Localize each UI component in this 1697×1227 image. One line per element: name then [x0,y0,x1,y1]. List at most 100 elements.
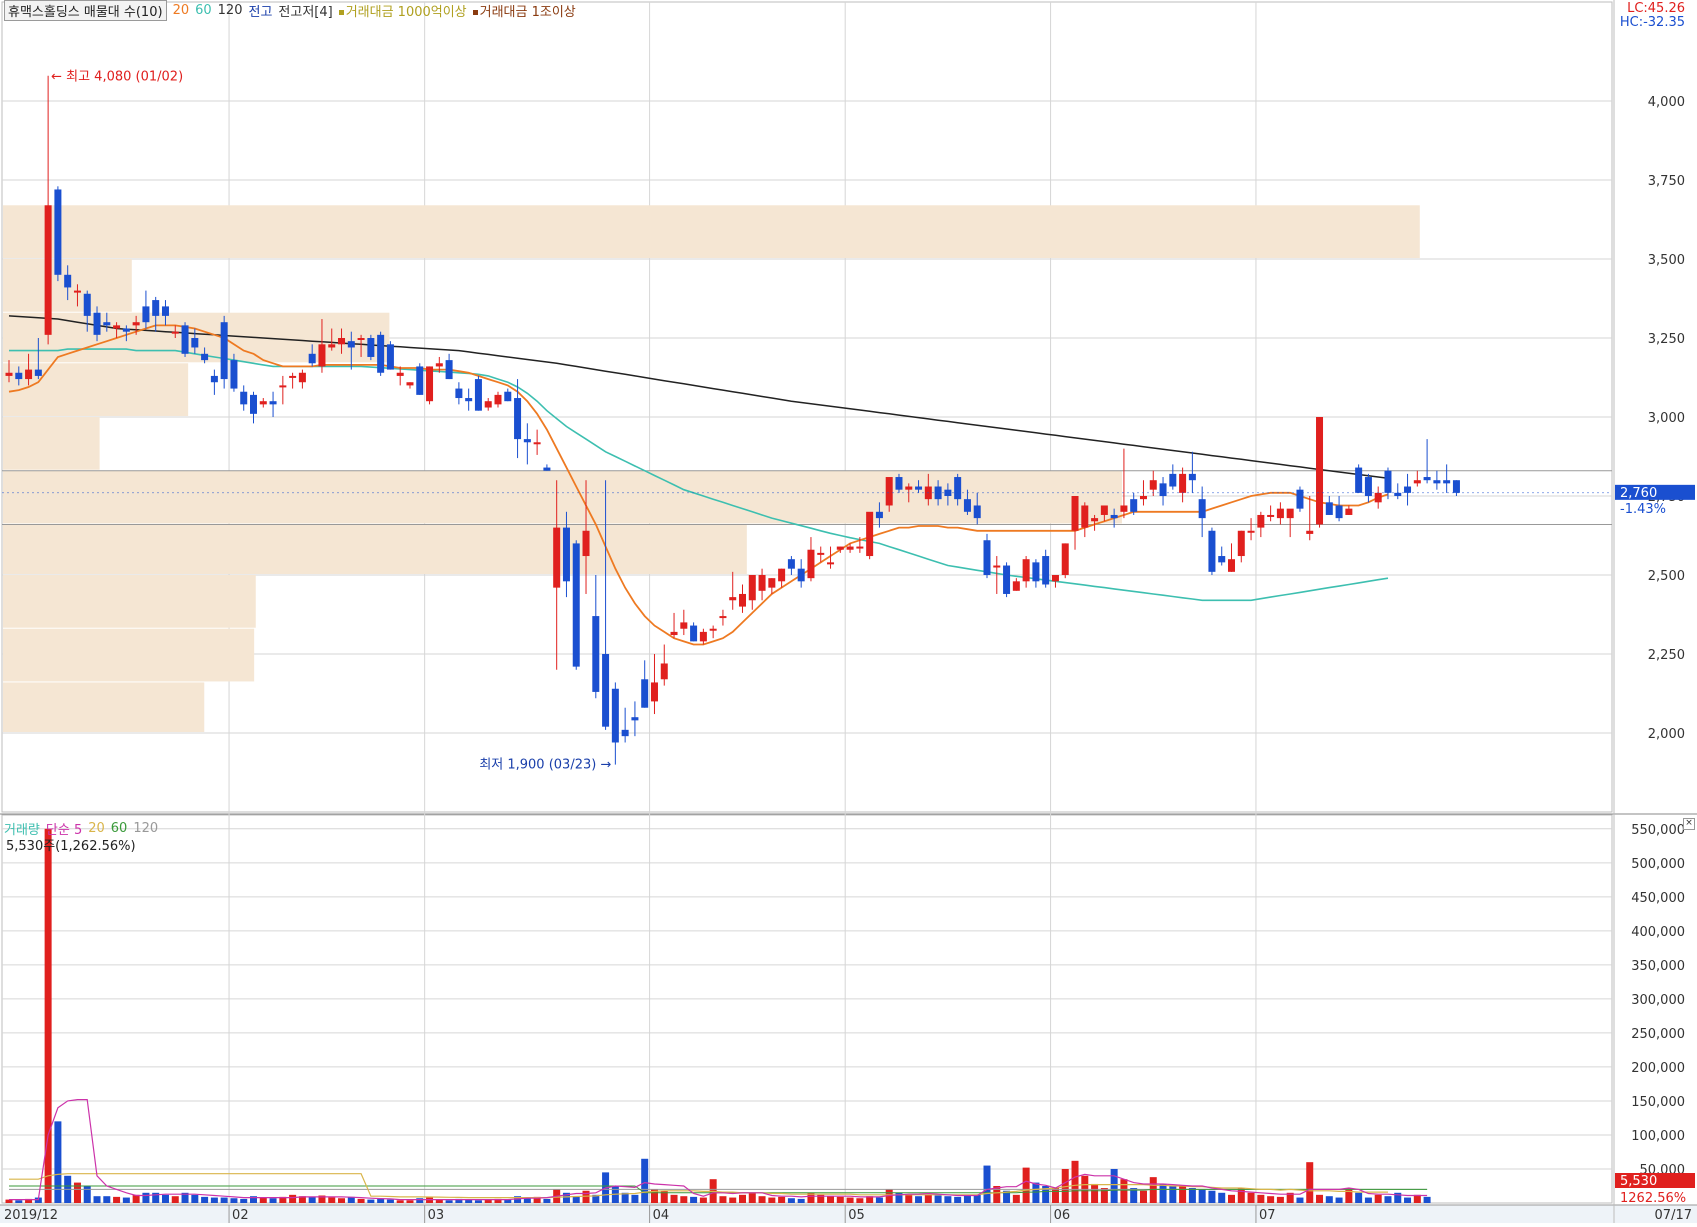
candle-body [161,306,169,316]
candle-body [25,369,33,380]
candle-body [201,353,209,361]
candle-body [435,363,443,367]
chart-title[interactable]: 휴맥스홀딩스 매물대 수(10) [4,0,167,21]
volume-legend: 거래량 단순 5 20 60 120 [4,818,164,838]
legend-vma60: 60 [110,820,128,836]
candle-body [1335,505,1343,519]
volume-bar [1042,1185,1050,1203]
candle-body [993,565,1001,568]
candle-body [259,401,267,405]
volume-bar [191,1194,199,1203]
volume-tick-label: 100,000 [1631,1129,1685,1144]
volume-bar [729,1197,737,1203]
volume-bar [797,1198,805,1203]
volume-bar [1218,1192,1226,1203]
candle-body [973,505,981,519]
volume-bar [83,1185,91,1203]
candle-body [1120,505,1128,512]
volume-bar [680,1196,688,1203]
legend-high-low: 전고저[4] [278,4,333,20]
x-axis-label: 06 [1054,1208,1071,1223]
volume-bar [1355,1192,1363,1203]
volume-bar [201,1196,209,1203]
candle-body [474,379,482,411]
candle-body [1443,480,1451,484]
candle-body [1188,473,1196,481]
close-icon[interactable]: × [1683,818,1695,830]
candle-body [1091,518,1099,522]
candle-body [1404,486,1412,493]
volume-bar [768,1197,776,1203]
volume-bar [240,1198,248,1203]
candle-body [954,477,962,500]
candle-body [171,331,179,334]
volume-bar [328,1197,336,1203]
candle-body [484,401,492,408]
candle-body [562,527,570,582]
price-tick-label: 2,250 [1648,648,1685,663]
volume-bar [1237,1188,1245,1203]
volume-bar [748,1192,756,1203]
candle-body [1296,489,1304,509]
square-icon [472,9,478,15]
candle-body [748,575,756,601]
candle-body [445,360,453,380]
candle-body [494,394,502,405]
candle-body [1384,470,1392,493]
current-price-value: 2,760 [1620,486,1657,501]
candle-body [768,578,776,588]
candle-body [699,631,707,642]
volume-bar [1325,1196,1333,1203]
candle-body [1042,556,1050,585]
volume-bar [1394,1192,1402,1203]
volume-bar [1091,1183,1099,1203]
candle-body [739,593,746,607]
candle-body [34,369,42,376]
volume-bar [856,1198,864,1203]
volume-bar [1228,1194,1235,1203]
candle-body [1257,514,1265,528]
ma60-line [9,348,1389,602]
volume-bar [592,1194,600,1203]
volume-bar [660,1190,668,1203]
volume-bar [132,1194,140,1203]
candle-body [895,477,903,490]
legend-high: 전고 [248,4,273,20]
volume-bar [1345,1188,1353,1203]
volume-tick-label: 400,000 [1631,925,1685,940]
volume-bar [426,1197,434,1203]
candle-body [915,486,923,490]
volume-bar [396,1200,404,1203]
volume-bar [631,1194,639,1203]
candle-body [1032,562,1040,582]
current-change-value: -1.43% [1620,502,1666,517]
candle-body [1149,480,1157,490]
candle-body [1003,565,1011,594]
low-annotation: 최저 1,900 (03/23) → [479,758,611,773]
price-panel [1,1,1613,813]
volume-bar [875,1197,883,1203]
volume-bar [787,1198,795,1203]
candle-body [611,688,619,743]
candle-body [1061,543,1069,575]
candle-body [54,189,62,275]
volume-bar [739,1194,746,1203]
candle-body [778,568,786,582]
volume-bar [5,1199,13,1203]
candle-body [621,729,629,737]
volume-bar [650,1189,658,1203]
candle-body [1022,559,1030,582]
candle-body [758,575,766,591]
volume-bar [386,1199,394,1203]
candle-body [1081,505,1089,528]
candle-body [1325,502,1333,515]
volume-bar [993,1185,1001,1203]
legend-vma20: 20 [88,820,105,836]
volume-bar [758,1196,766,1203]
candle-body [426,366,434,402]
candle-body [406,382,414,386]
volume-bar [807,1192,815,1203]
candle-body [787,559,795,569]
